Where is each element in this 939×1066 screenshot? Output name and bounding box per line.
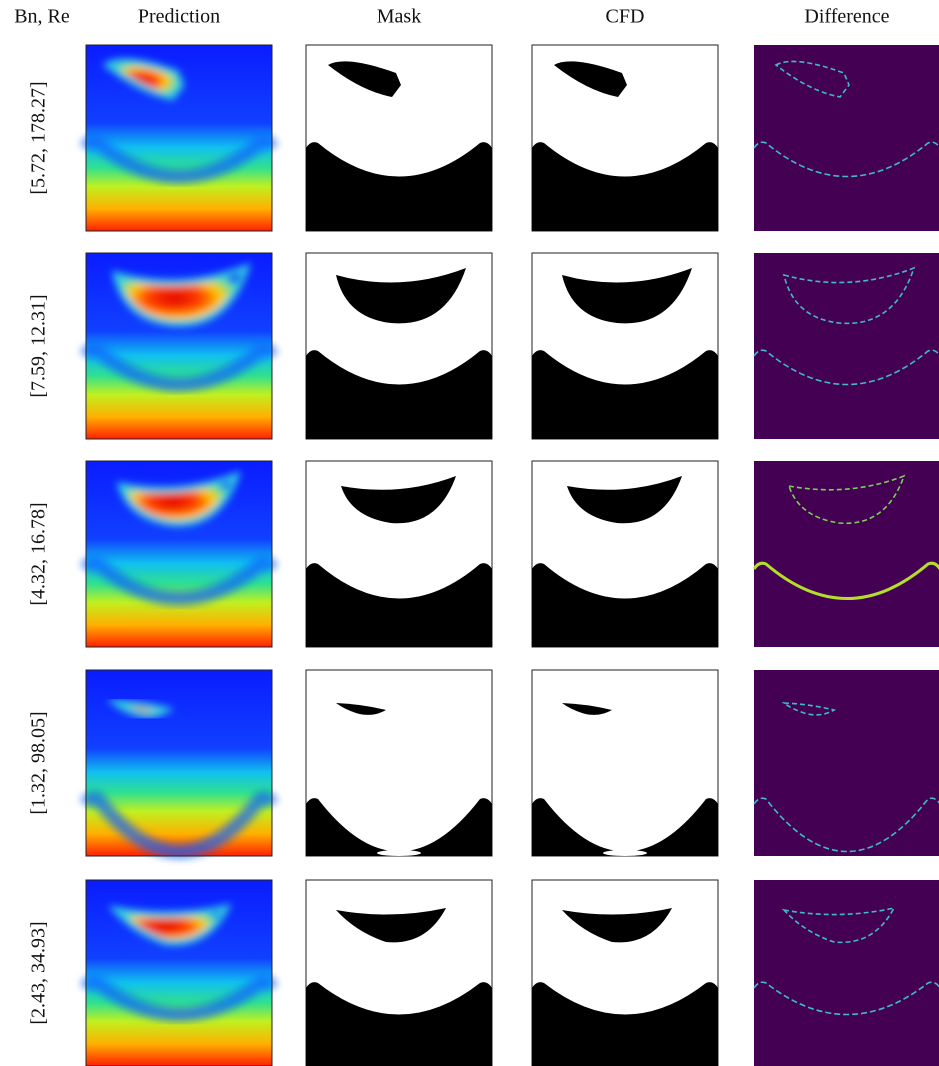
panel bbox=[532, 461, 718, 647]
panel bbox=[86, 880, 272, 1066]
panel bbox=[532, 880, 718, 1066]
panel bbox=[532, 45, 718, 231]
column-header: CFD bbox=[606, 6, 645, 28]
row-label: [4.32, 16.78] bbox=[28, 502, 50, 605]
panel bbox=[532, 253, 718, 439]
diff-background bbox=[754, 45, 939, 231]
column-header: Mask bbox=[377, 6, 421, 28]
gap bbox=[603, 850, 647, 856]
panel bbox=[754, 670, 939, 856]
corner-label: Bn, Re bbox=[14, 6, 70, 28]
diff-background bbox=[754, 253, 939, 439]
field-background bbox=[86, 670, 272, 856]
panel bbox=[306, 461, 492, 647]
row-label: [2.43, 34.93] bbox=[28, 921, 50, 1024]
panel bbox=[306, 253, 492, 439]
panel bbox=[754, 253, 939, 439]
page: Bn, Re Prediction Mask CFD Difference [5.72,… bbox=[0, 0, 939, 1066]
gap bbox=[377, 850, 421, 856]
panel bbox=[306, 670, 492, 856]
panel bbox=[754, 880, 939, 1066]
panel bbox=[306, 45, 492, 231]
panel bbox=[86, 45, 272, 231]
row-label: [1.32, 98.05] bbox=[28, 711, 50, 814]
diff-background bbox=[754, 880, 939, 1066]
column-header: Difference bbox=[804, 6, 889, 28]
panel bbox=[532, 670, 718, 856]
panel bbox=[754, 461, 939, 647]
panel bbox=[86, 670, 272, 856]
panel bbox=[306, 880, 492, 1066]
column-header: Prediction bbox=[138, 6, 220, 28]
panel bbox=[86, 461, 272, 647]
panel bbox=[754, 45, 939, 231]
panel bbox=[86, 253, 272, 439]
row-label: [7.59, 12.31] bbox=[28, 294, 50, 397]
figure: Bn, Re Prediction Mask CFD Difference [5.72,… bbox=[0, 0, 939, 1066]
row-label: [5.72, 178.27] bbox=[28, 81, 50, 194]
diff-background bbox=[754, 670, 939, 856]
